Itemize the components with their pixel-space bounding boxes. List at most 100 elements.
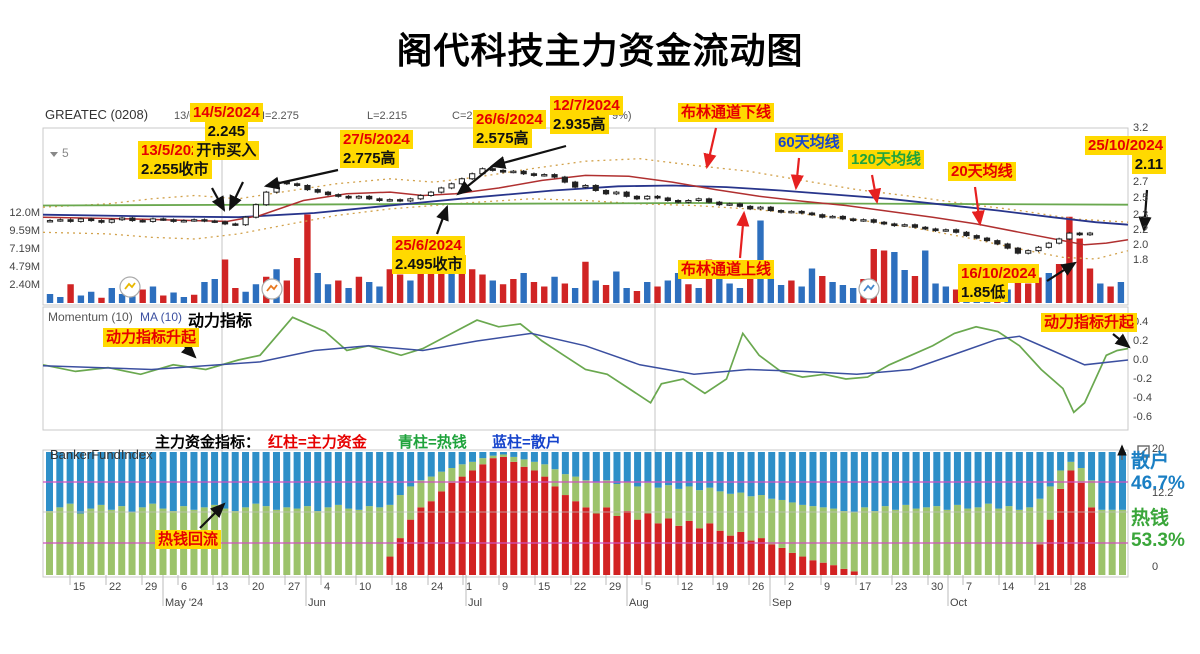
annotation-text: 2.935高 xyxy=(550,115,609,134)
annotation-label: 60天均线 xyxy=(775,133,843,152)
annotation-arrow xyxy=(229,181,244,211)
annotation-label: 20天均线 xyxy=(948,162,1016,181)
momentum-label: Momentum (10) xyxy=(48,310,133,324)
momentum-axis-label: 0.0 xyxy=(1133,354,1149,366)
chevron-down-icon xyxy=(50,152,58,157)
annotation-text: 动力指标升起 xyxy=(103,328,200,347)
symbol-label: GREATEC (0208) xyxy=(45,107,149,122)
hot-money-label: 热钱 xyxy=(1131,508,1170,529)
annotation-text: 开市买入 xyxy=(193,141,260,160)
x-axis-tick-label: 26 xyxy=(752,581,765,593)
momentum-axis-label: -0.6 xyxy=(1133,411,1152,423)
banker-legend-red: 红柱=主力资金 xyxy=(268,434,367,451)
x-axis-month-label: Sep xyxy=(772,597,792,609)
momentum-axis-label: -0.2 xyxy=(1133,373,1152,385)
x-axis-tick-label: 13 xyxy=(216,581,229,593)
event-marker-news-icon[interactable] xyxy=(119,276,141,298)
annotation-label: 16/10/2024 1.85低 xyxy=(958,264,1040,302)
event-marker-chart-icon[interactable] xyxy=(261,278,283,300)
volume-axis-label: 2.40M xyxy=(9,279,40,291)
banker-panel-frame xyxy=(42,449,1129,578)
x-axis-tick-label: 21 xyxy=(1038,581,1051,593)
price-axis-label: 2.0 xyxy=(1133,239,1149,251)
x-axis-tick-label: 15 xyxy=(73,581,86,593)
momentum-line xyxy=(42,316,1129,414)
annotation-label: 热钱回流 xyxy=(155,530,222,549)
annotation-arrow xyxy=(1046,261,1077,282)
period-dropdown[interactable]: 5 xyxy=(50,146,69,160)
x-axis-tick-label: 29 xyxy=(145,581,158,593)
momentum-cn-label: 动力指标 xyxy=(188,313,253,330)
annotation-text: 120天均线 xyxy=(848,150,925,169)
annotation-text: 布林通道下线 xyxy=(678,103,775,122)
annotation-label: 25/10/2024 2.11 xyxy=(1085,136,1167,174)
x-axis-tick-label: 4 xyxy=(324,581,331,593)
expand-icon[interactable] xyxy=(1137,445,1150,458)
price-axis-label: 2.7 xyxy=(1133,176,1149,188)
annotation-text: 16/10/2024 xyxy=(958,264,1040,283)
header-close: C=2 xyxy=(452,110,473,122)
annotation-arrow xyxy=(489,144,567,169)
x-axis-month-label: Oct xyxy=(950,597,968,609)
x-axis-tick-label: 22 xyxy=(574,581,587,593)
annotation-arrow xyxy=(790,157,804,191)
x-axis-tick-label: 5 xyxy=(645,581,652,593)
x-axis-month-label: Jul xyxy=(468,597,483,609)
ma20-line xyxy=(42,174,1129,246)
volume-axis-label: 7.19M xyxy=(9,243,40,255)
annotation-arrow xyxy=(435,204,449,235)
annotation-arrow xyxy=(1138,189,1152,233)
annotation-text: 2.245 xyxy=(204,122,249,141)
x-axis-tick-label: 27 xyxy=(288,581,301,593)
x-axis-tick-label: 18 xyxy=(395,581,408,593)
annotation-text: 动力指标升起 xyxy=(1041,313,1138,332)
ma120-line xyxy=(42,202,1129,207)
price-axis-label: 1.8 xyxy=(1133,254,1149,266)
momentum-panel-frame xyxy=(42,306,1129,431)
x-axis-tick-label: 10 xyxy=(359,581,372,593)
annotation-text: 热钱回流 xyxy=(155,530,222,549)
annotation-arrow xyxy=(199,502,226,529)
annotation-label: 布林通道上线 xyxy=(678,260,775,279)
annotation-label: 动力指标升起 xyxy=(103,328,200,347)
annotation-label: 13/5/2024 2.255收市 xyxy=(138,141,212,179)
momentum-ma-line xyxy=(42,332,1129,376)
x-axis-tick-label: 9 xyxy=(502,581,509,593)
x-axis-tick-label: 7 xyxy=(966,581,973,593)
banker-fund-index-label: BankerFundIndex xyxy=(50,447,153,462)
volume-axis-label: 4.79M xyxy=(9,261,40,273)
annotation-label: 12/7/2024 2.935高 xyxy=(550,96,623,134)
annotation-text: 1.85低 xyxy=(958,283,1009,302)
retail-label: 散户 xyxy=(1131,451,1170,472)
x-axis-tick-label: 30 xyxy=(931,581,944,593)
volume-axis-label: 12.0M xyxy=(9,207,40,219)
annotation-text: 25/6/2024 xyxy=(392,236,465,255)
x-axis-tick-label: 1 xyxy=(466,581,473,593)
annotation-arrow xyxy=(1112,333,1131,349)
hot-money-pct: 53.3% xyxy=(1131,530,1185,551)
annotation-text: 20天均线 xyxy=(948,162,1016,181)
banker-legend-blue: 蓝柱=散户 xyxy=(492,434,561,451)
x-axis-tick-label: 22 xyxy=(109,581,122,593)
annotation-text: 13/5/2024 xyxy=(138,141,211,160)
momentum-ma-label: MA (10) xyxy=(140,310,183,324)
x-axis-tick-label: 29 xyxy=(609,581,622,593)
annotation-text: 25/10/2024 xyxy=(1085,136,1167,155)
annotation-text: 60天均线 xyxy=(775,133,843,152)
x-axis-tick-label: 20 xyxy=(252,581,265,593)
momentum-axis-label: 0.2 xyxy=(1133,335,1149,347)
banker-legend-green: 青柱=热钱 xyxy=(398,434,467,451)
annotation-arrow xyxy=(736,210,750,259)
header-low: L=2.215 xyxy=(367,110,408,122)
annotation-text: 2.255收市 xyxy=(138,160,212,179)
event-marker-report-icon[interactable] xyxy=(858,278,880,300)
x-axis-tick-label: 2 xyxy=(788,581,795,593)
x-axis-tick-label: 19 xyxy=(716,581,729,593)
price-axis-label: 3.2 xyxy=(1133,122,1149,134)
retail-pct: 46.7% xyxy=(1131,473,1185,494)
x-axis-tick-label: 12 xyxy=(681,581,694,593)
x-axis-tick-label: 9 xyxy=(824,581,831,593)
price-axis-label: 2.3 xyxy=(1133,209,1149,221)
